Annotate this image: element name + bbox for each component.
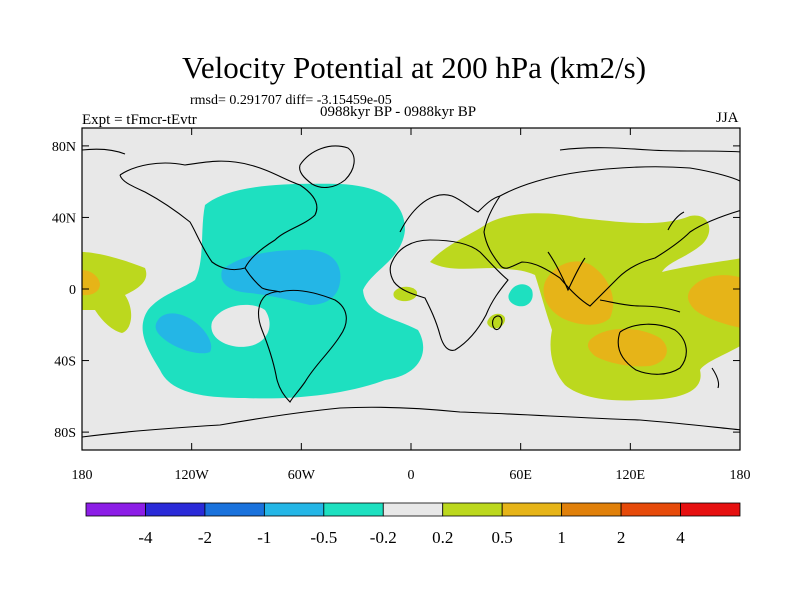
- contour-neg-mid-b: [155, 313, 212, 354]
- coast-asia: [483, 166, 740, 307]
- coast-central-america: [244, 267, 281, 293]
- contour-pos-left: [82, 252, 147, 333]
- coast-south-america: [257, 289, 347, 403]
- contour-pos-mid-b: [587, 328, 667, 367]
- colorbar: -4 -2 -1 -0.5 -0.2 0.2 0.5 1 2 4: [85, 502, 741, 547]
- lon-tick-label: 120W: [175, 468, 210, 483]
- contour-hole: [211, 304, 270, 347]
- coast-africa: [389, 239, 509, 351]
- coast-antarctica: [82, 406, 740, 438]
- colorbar-swatch: [145, 502, 206, 517]
- colorbar-label: -0.5: [310, 528, 337, 547]
- colorbar-swatch: [204, 502, 265, 517]
- longitude-axis: 180 120W 60W 0 60E 120E 180: [72, 128, 751, 483]
- coast-india: [547, 251, 586, 292]
- colorbar-label: 2: [617, 528, 626, 547]
- coast-indonesia: [599, 299, 681, 313]
- colorbar-swatch: [561, 502, 622, 517]
- coast-north-america: [119, 160, 318, 271]
- coast-japan: [667, 211, 685, 231]
- chart-title: Velocity Potential at 200 hPa (km2/s): [181, 50, 647, 85]
- colorbar-label: 0.2: [432, 528, 453, 547]
- lon-tick-label: 0: [408, 468, 415, 483]
- lat-tick-label: 80N: [52, 140, 76, 155]
- contour-pos-mid-c: [687, 275, 740, 328]
- contour-neg-small: [508, 284, 533, 307]
- colorbar-swatch: [620, 502, 681, 517]
- colorbar-label: 4: [676, 528, 685, 547]
- coast-new-zealand: [711, 367, 720, 389]
- colorbar-swatch: [382, 502, 444, 517]
- coast-europe: [399, 194, 501, 233]
- colorbar-label: -2: [198, 528, 212, 547]
- lat-tick-label: 80S: [54, 426, 76, 441]
- colorbar-label: 1: [557, 528, 566, 547]
- lon-tick-label: 180: [730, 468, 751, 483]
- lon-tick-label: 60W: [288, 468, 316, 483]
- lon-tick-label: 180: [72, 468, 93, 483]
- colorbar-label: 0.5: [492, 528, 513, 547]
- coast-arctic: [82, 147, 740, 155]
- colorbar-swatch: [680, 502, 741, 517]
- colorbar-swatch: [323, 502, 384, 517]
- contour-neg-mid-a: [221, 249, 341, 305]
- colorbar-swatch: [85, 502, 146, 517]
- latitude-axis: 80N 40N 0 40S 80S: [52, 140, 740, 441]
- coast-madagascar: [491, 315, 503, 331]
- coast-australia: [617, 323, 687, 375]
- coastlines: [82, 145, 740, 438]
- lat-tick-label: 40S: [54, 355, 76, 370]
- lat-tick-label: 40N: [52, 211, 76, 226]
- colorbar-label: -0.2: [370, 528, 397, 547]
- lon-tick-label: 60E: [509, 468, 532, 483]
- experiment-label: Expt = tFmcr-tEvtr: [82, 112, 197, 128]
- contour-pos-small: [393, 286, 418, 302]
- period-label: 0988kyr BP - 0988kyr BP: [320, 104, 477, 120]
- stats-line: rmsd= 0.291707 diff= -3.15459e-05: [190, 93, 392, 108]
- colorbar-label: -1: [257, 528, 271, 547]
- colorbar-label: -4: [138, 528, 153, 547]
- colorbar-swatch: [442, 502, 503, 517]
- lon-tick-label: 120E: [616, 468, 646, 483]
- lat-tick-label: 0: [69, 283, 76, 298]
- season-label: JJA: [716, 110, 739, 126]
- colorbar-swatch: [501, 502, 563, 517]
- colorbar-swatch: [263, 502, 325, 517]
- coast-greenland: [299, 145, 355, 189]
- contour-pos-mid-a: [543, 261, 614, 325]
